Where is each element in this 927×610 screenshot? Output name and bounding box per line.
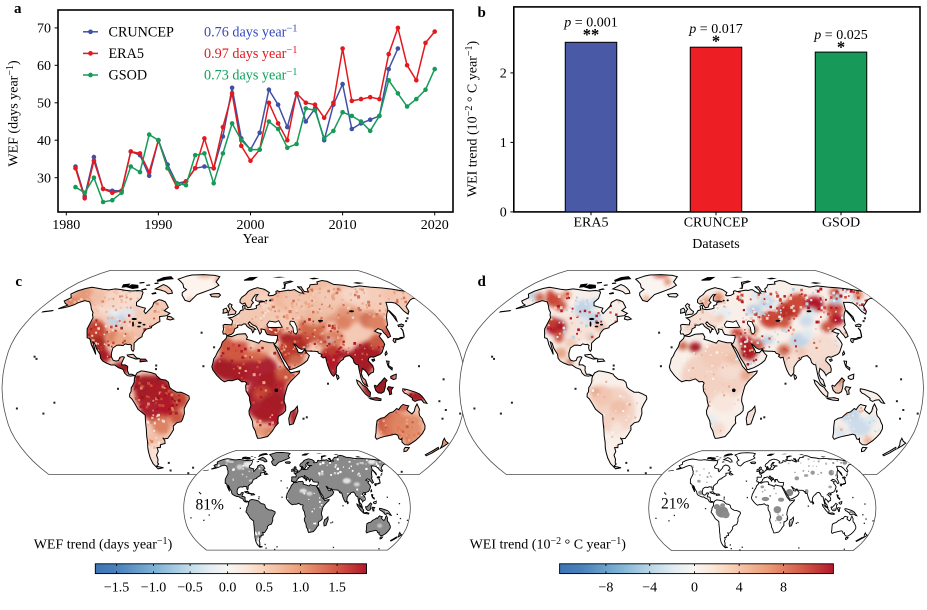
svg-text:a: a [14, 1, 22, 17]
svg-text:**: ** [583, 25, 600, 44]
svg-text:60: 60 [37, 59, 51, 74]
svg-text:2020: 2020 [421, 218, 449, 233]
svg-text:c: c [15, 274, 22, 290]
svg-text:−1.0: −1.0 [141, 581, 166, 596]
svg-text:−0.5: −0.5 [177, 581, 202, 596]
svg-text:WEI trend (10−2 ° C year−1): WEI trend (10−2 ° C year−1) [470, 536, 627, 553]
svg-text:81%: 81% [196, 497, 225, 514]
svg-text:−8: −8 [598, 581, 613, 596]
svg-text:p = 0.001: p = 0.001 [563, 16, 617, 31]
svg-text:Datasets: Datasets [692, 237, 739, 252]
svg-text:b: b [478, 5, 486, 21]
svg-text:0.97 days year−1: 0.97 days year−1 [204, 45, 298, 62]
svg-text:Year: Year [243, 232, 269, 247]
svg-text:WEF (days year−1): WEF (days year−1) [5, 60, 22, 167]
svg-text:30: 30 [37, 172, 51, 187]
svg-text:p = 0.025: p = 0.025 [813, 28, 867, 43]
svg-text:ERA5: ERA5 [574, 216, 609, 231]
svg-text:1990: 1990 [144, 218, 172, 233]
svg-text:2000: 2000 [237, 218, 265, 233]
svg-text:1.5: 1.5 [328, 581, 346, 596]
svg-text:21%: 21% [661, 496, 690, 513]
svg-text:*: * [837, 38, 845, 57]
svg-text:1980: 1980 [52, 218, 80, 233]
svg-text:*: * [712, 32, 720, 51]
svg-text:0.0: 0.0 [219, 581, 237, 596]
svg-text:40: 40 [37, 134, 51, 149]
svg-text:0: 0 [691, 581, 698, 596]
svg-text:8: 8 [780, 581, 787, 596]
svg-text:WEI trend (10−2 ° C year−1): WEI trend (10−2 ° C year−1) [464, 41, 481, 198]
svg-text:0: 0 [500, 206, 507, 221]
svg-text:0.5: 0.5 [255, 581, 273, 596]
svg-text:70: 70 [37, 22, 51, 37]
svg-text:WEF trend (days year−1): WEF trend (days year−1) [34, 536, 173, 553]
svg-text:d: d [478, 274, 487, 290]
svg-text:1.0: 1.0 [292, 581, 310, 596]
svg-text:p = 0.017: p = 0.017 [688, 22, 742, 37]
svg-text:4: 4 [736, 581, 743, 596]
svg-text:2: 2 [500, 67, 507, 82]
svg-text:CRUNCEP: CRUNCEP [109, 24, 175, 40]
svg-text:50: 50 [37, 97, 51, 112]
svg-text:GSOD: GSOD [822, 216, 860, 231]
svg-text:0.76 days year−1: 0.76 days year−1 [204, 24, 298, 41]
svg-text:GSOD: GSOD [109, 68, 148, 84]
svg-text:0.73 days year−1: 0.73 days year−1 [204, 67, 298, 84]
svg-text:CRUNCEP: CRUNCEP [684, 216, 749, 231]
svg-text:2010: 2010 [329, 218, 357, 233]
svg-text:1: 1 [500, 136, 507, 151]
svg-text:ERA5: ERA5 [109, 46, 144, 62]
svg-text:−4: −4 [642, 581, 657, 596]
svg-text:−1.5: −1.5 [104, 581, 129, 596]
